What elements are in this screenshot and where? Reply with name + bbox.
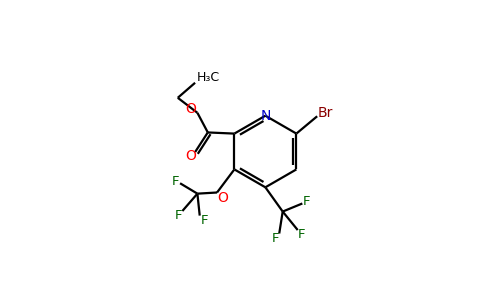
Text: F: F [172, 175, 180, 188]
Text: H₃C: H₃C [196, 70, 219, 83]
Text: F: F [175, 209, 182, 222]
Text: F: F [272, 232, 279, 244]
Text: N: N [260, 109, 271, 123]
Text: O: O [185, 102, 197, 116]
Text: O: O [185, 149, 197, 163]
Text: F: F [200, 214, 208, 227]
Text: Br: Br [318, 106, 333, 120]
Text: O: O [217, 190, 228, 205]
Text: F: F [298, 228, 305, 241]
Text: F: F [303, 195, 310, 208]
